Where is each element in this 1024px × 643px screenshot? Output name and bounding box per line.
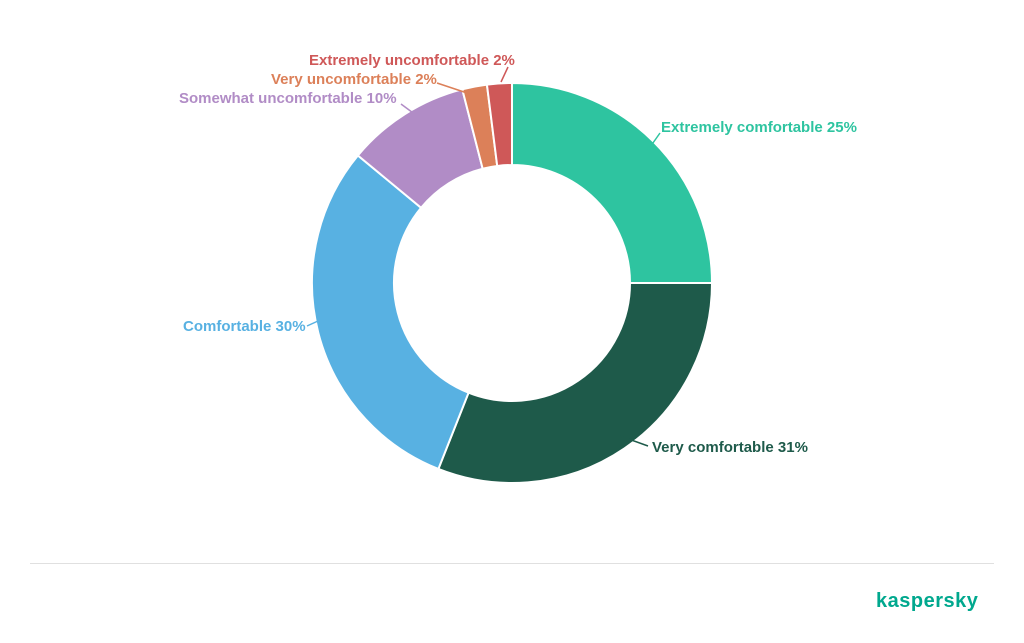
label-extremely-uncomfortable: Extremely uncomfortable 2%: [309, 52, 515, 69]
donut-segment-extremely-uncomfortable: [485, 81, 513, 168]
donut-segments: [311, 81, 714, 484]
leader-lines: [306, 66, 661, 447]
footer-divider: [30, 563, 994, 564]
donut-segment-very-comfortable: [437, 282, 714, 484]
donut-segment-extremely-comfortable: [511, 81, 714, 284]
label-comfortable: Comfortable 30%: [183, 318, 306, 335]
leader-line-comfortable: [306, 320, 319, 327]
label-extremely-comfortable: Extremely comfortable 25%: [661, 119, 857, 136]
kaspersky-logo: kaspersky: [876, 590, 979, 612]
label-very-comfortable: Very comfortable 31%: [652, 439, 808, 456]
leader-line-very-comfortable: [619, 435, 649, 447]
leader-line-very-uncomfortable: [436, 82, 468, 94]
leader-line-somewhat-uncomfortable: [400, 103, 429, 125]
leader-line-extremely-uncomfortable: [500, 66, 509, 83]
label-very-uncomfortable: Very uncomfortable 2%: [271, 71, 437, 88]
label-somewhat-uncomfortable: Somewhat uncomfortable 10%: [179, 90, 397, 107]
leader-line-extremely-comfortable: [647, 132, 661, 151]
donut-segment-comfortable: [311, 154, 470, 471]
